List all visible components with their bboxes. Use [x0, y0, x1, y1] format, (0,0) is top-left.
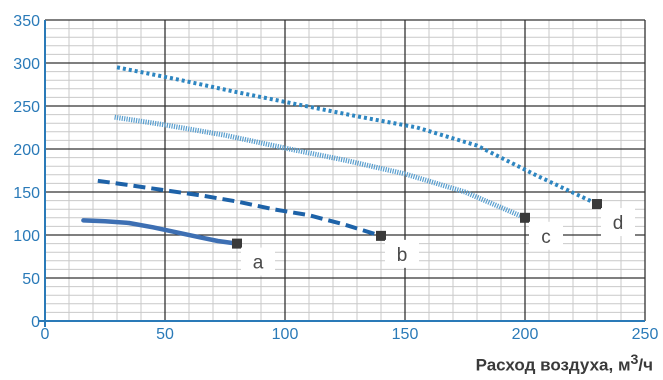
series-label-b: b	[397, 245, 408, 266]
series-label-c: c	[541, 227, 551, 248]
series-label-bg-a	[241, 247, 275, 276]
series-label-bg-d	[601, 208, 635, 237]
y-tick-label: 50	[22, 271, 40, 288]
x-axis-label-text: Расход воздуха, м	[475, 355, 631, 375]
series-end-marker-b	[376, 230, 386, 241]
series-layer	[81, 65, 598, 246]
y-tick-label: 200	[13, 142, 40, 159]
x-tick-label: 200	[512, 326, 539, 343]
y-tick-label: 150	[13, 185, 40, 202]
x-axis-label: Расход воздуха, м3/ч	[476, 352, 653, 376]
x-tick-label: 150	[392, 326, 419, 343]
y-tick-label: 250	[13, 99, 40, 116]
series-label-d: d	[613, 213, 624, 234]
series-line-a	[81, 218, 240, 246]
series-end-marker-a	[232, 238, 242, 249]
x-tick-label: 50	[156, 326, 174, 343]
y-tick-label: 300	[13, 56, 40, 73]
y-tick-label: 100	[13, 228, 40, 245]
series-end-marker-d	[592, 199, 602, 210]
tick-labels: 0 50 100 150 200 250 0 50 100 150 200 250 300 350	[13, 13, 658, 343]
x-axis-label-superscript: 3	[630, 352, 639, 368]
y-tick-label: 350	[13, 13, 40, 30]
y-tick-label: 0	[31, 314, 40, 331]
series-end-marker-c	[520, 212, 530, 223]
axes	[39, 20, 645, 327]
x-tick-label: 250	[632, 326, 659, 343]
end-markers: a b c d	[232, 199, 635, 276]
x-tick-label: 0	[41, 326, 50, 343]
series-label-bg-b	[385, 239, 419, 268]
series-label-bg-c	[529, 221, 563, 250]
major-grid	[44, 19, 646, 322]
minor-grid	[44, 19, 646, 322]
x-axis-label-unit: /ч	[638, 355, 653, 375]
series-label-a: a	[253, 253, 264, 274]
x-tick-label: 100	[272, 326, 299, 343]
series-line-c	[114, 114, 526, 221]
series-line-b	[97, 178, 382, 238]
